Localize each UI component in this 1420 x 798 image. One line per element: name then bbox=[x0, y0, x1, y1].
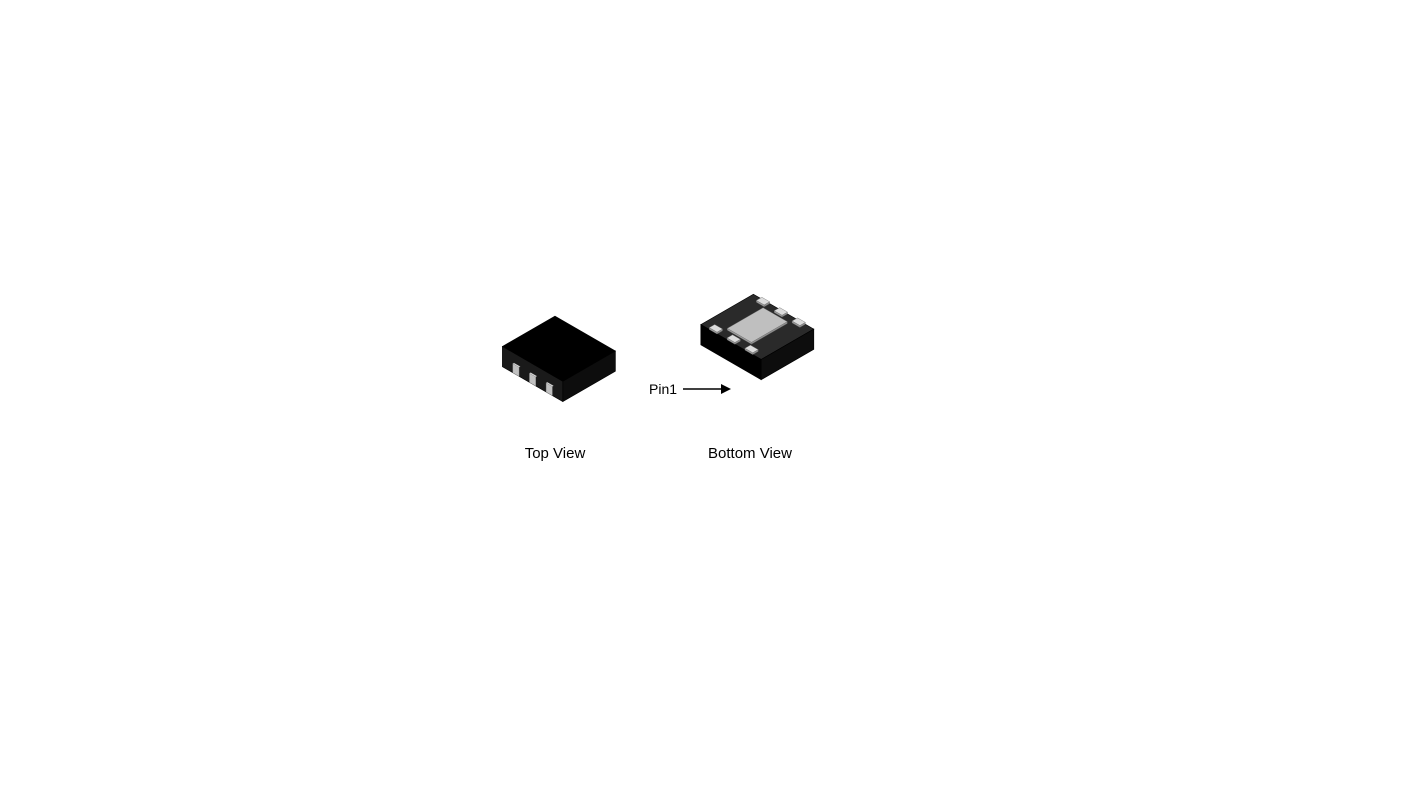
chip-top-view bbox=[470, 290, 640, 435]
bottom-view-block: Bottom View bbox=[665, 275, 835, 462]
figure-stage: Top View Bottom View Pin1 bbox=[0, 0, 1420, 798]
top-view-block: Top View bbox=[470, 290, 640, 462]
top-view-caption: Top View bbox=[470, 445, 640, 462]
pin1-label: Pin1 bbox=[649, 381, 677, 397]
chip-bottom-view bbox=[665, 275, 835, 435]
bottom-view-caption: Bottom View bbox=[665, 445, 835, 462]
pin1-arrow-icon bbox=[681, 380, 731, 398]
pin1-callout: Pin1 bbox=[649, 380, 731, 398]
